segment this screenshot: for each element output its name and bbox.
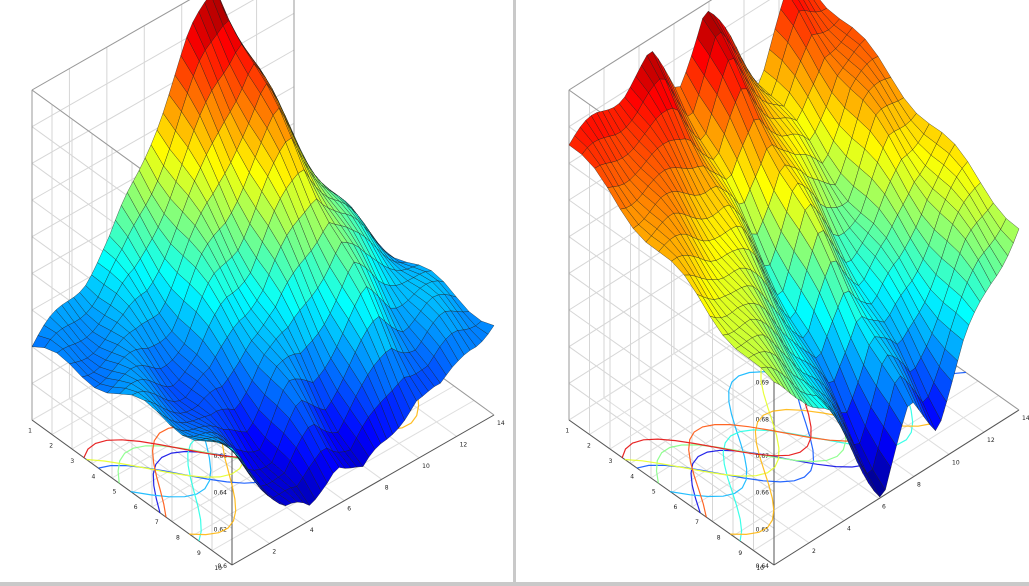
y-tick-label: 9 [738,550,742,557]
y-tick-label: 6 [134,504,138,511]
y-tick-label: 4 [92,473,96,480]
x-tick-label: 14 [1022,415,1029,422]
z-tick-label: 0.67 [756,453,770,460]
y-tick-label: 6 [674,504,678,511]
x-tick-label: 12 [460,441,468,448]
x-tick-label: 2 [272,549,276,556]
right-surface-plot: 0.640.650.660.670.680.690.70.710.720.732… [565,0,1029,572]
right-plot-panel: 0.640.650.660.670.680.690.70.710.720.732… [516,0,1029,582]
left-surface-plot: 0.60.620.640.660.680.70.720.740.760.7824… [28,0,505,572]
back-wall-gridline [568,0,771,128]
back-wall-gridline [31,12,295,164]
x-tick-label: 2 [812,548,816,555]
y-tick-label: 8 [176,534,180,541]
y-tick-label: 9 [197,550,201,557]
y-tick-label: 5 [113,489,117,496]
y-tick-label: 1 [28,427,32,434]
x-axis-line [773,409,1020,566]
y-tick-label: 2 [49,443,53,450]
y-tick-label: 7 [695,519,699,526]
y-tick-label: 10 [756,565,764,572]
y-tick-label: 7 [155,519,159,526]
y-tick-label: 1 [565,427,569,434]
x-tick-label: 10 [422,463,430,470]
y-tick-label: 3 [609,458,613,465]
surface-patch [475,320,495,335]
z-tick-label: 0.64 [214,490,228,497]
y-tick-label: 2 [587,443,591,450]
x-tick-label: 8 [385,484,389,491]
z-tick-label: 0.64 [756,563,770,570]
y-tick-label: 5 [652,489,656,496]
x-tick-label: 8 [917,481,921,488]
z-tick-label: 0.68 [756,416,770,423]
z-tick-label: 0.69 [756,380,770,387]
left-plot-panel: 0.60.620.640.660.680.70.720.740.760.7824… [0,0,513,582]
z-tick-label: 0.6 [217,563,227,570]
x-tick-label: 6 [347,506,351,513]
y-tick-label: 4 [630,473,634,480]
x-axis-line [231,414,495,566]
floor-gridline [211,400,475,551]
y-tick-label: 3 [70,458,74,465]
x-tick-label: 10 [952,459,960,466]
x-tick-label: 6 [882,504,886,511]
x-tick-label: 4 [847,526,851,533]
y-tick-label: 10 [214,565,222,572]
x-tick-label: 14 [497,420,505,427]
surface [31,0,495,506]
z-tick-label: 0.66 [756,490,770,497]
surface [568,0,1020,498]
x-tick-label: 4 [310,527,314,534]
box-edge [31,0,191,91]
box-edge [568,0,713,91]
surface-patch [1000,218,1020,244]
y-tick-label: 8 [717,534,721,541]
z-tick-label: 0.66 [214,453,228,460]
back-wall-gridline [31,0,255,128]
z-tick-label: 0.62 [214,526,228,533]
x-tick-label: 12 [987,437,995,444]
